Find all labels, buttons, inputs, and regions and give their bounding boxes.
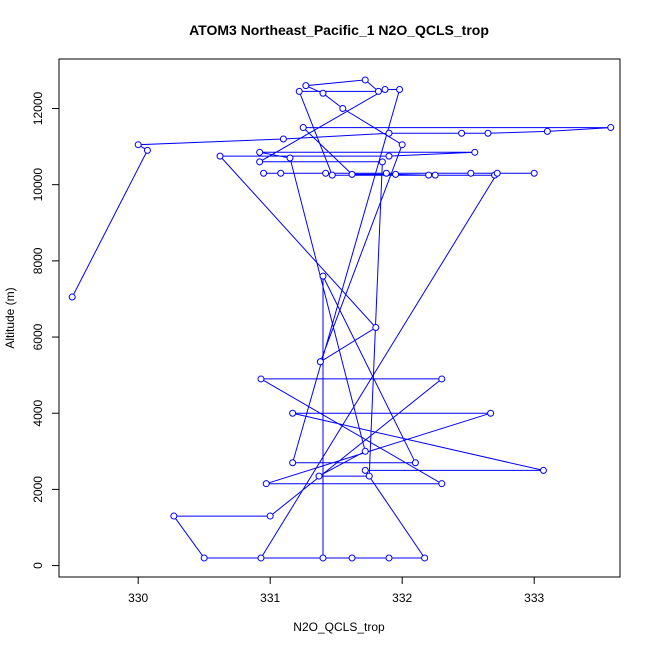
data-point: [385, 129, 393, 137]
data-point: [487, 409, 495, 417]
data-point: [467, 169, 475, 177]
data-point: [458, 129, 466, 137]
data-point: [295, 87, 303, 95]
data-point: [319, 272, 327, 280]
data-point: [438, 375, 446, 383]
y-tick-label: 6000: [31, 323, 45, 350]
data-point: [374, 87, 382, 95]
y-axis: 0 2000 4000 6000 8000 10000 12000: [31, 92, 59, 569]
y-tick-label: 10000: [31, 168, 45, 202]
data-point: [200, 554, 208, 562]
chart-title: ATOM3 Northeast_Pacific_1 N2O_QCLS_trop: [189, 22, 489, 38]
data-point: [216, 152, 224, 160]
y-tick-label: 12000: [31, 92, 45, 126]
data-point: [319, 554, 327, 562]
data-point: [382, 169, 390, 177]
data-point: [256, 148, 264, 156]
y-tick-label: 8000: [31, 247, 45, 274]
data-point: [257, 375, 265, 383]
data-point: [328, 171, 336, 179]
data-point: [143, 146, 151, 154]
data-point: [289, 409, 297, 417]
data-point: [277, 169, 285, 177]
data-point: [361, 466, 369, 474]
data-point: [322, 169, 330, 177]
x-tick-label: 331: [260, 591, 280, 605]
data-point: [361, 76, 369, 84]
data-point: [484, 129, 492, 137]
x-tick-label: 333: [524, 591, 544, 605]
y-tick-label: 4000: [31, 400, 45, 427]
data-point: [396, 85, 404, 93]
plot-frame: [58, 58, 621, 578]
data-point: [378, 158, 386, 166]
data-point: [372, 324, 380, 332]
data-point: [607, 124, 615, 132]
data-point: [68, 293, 76, 301]
x-axis: 330 331 332 333: [128, 577, 545, 605]
data-point: [431, 171, 439, 179]
data-point: [170, 512, 178, 520]
data-point: [361, 447, 369, 455]
y-tick-label: 2000: [31, 476, 45, 503]
data-point: [348, 554, 356, 562]
x-tick-label: 330: [128, 591, 148, 605]
x-axis-label: N2O_QCLS_trop: [293, 620, 385, 634]
data-point: [425, 171, 433, 179]
data-point: [365, 472, 373, 480]
data-point: [392, 170, 400, 178]
data-point: [316, 358, 324, 366]
data-point: [471, 148, 479, 156]
data-point: [385, 152, 393, 160]
data-point: [299, 124, 307, 132]
y-tick-label: 0: [31, 562, 45, 569]
data-point: [381, 85, 389, 93]
data-point: [266, 512, 274, 520]
data-point: [262, 480, 270, 488]
data-point: [421, 554, 429, 562]
data-point: [385, 554, 393, 562]
data-point: [134, 141, 142, 149]
data-point: [539, 466, 547, 474]
y-axis-label: Altitude (m): [3, 287, 17, 348]
data-point: [398, 141, 406, 149]
data-point: [289, 459, 297, 467]
data-point: [256, 158, 264, 166]
data-point: [257, 554, 265, 562]
data-point: [411, 459, 419, 467]
data-point: [315, 472, 323, 480]
data-point: [530, 169, 538, 177]
data-point: [302, 82, 310, 90]
data-point: [339, 105, 347, 113]
series-line: [71, 79, 611, 559]
data-point: [348, 170, 356, 178]
data-point: [543, 127, 551, 135]
data-point: [493, 169, 501, 177]
series-group: [68, 76, 615, 562]
data-point: [286, 154, 294, 162]
data-point: [279, 135, 287, 143]
data-point: [438, 480, 446, 488]
x-tick-label: 332: [392, 591, 412, 605]
data-point: [319, 89, 327, 97]
data-point: [260, 169, 268, 177]
